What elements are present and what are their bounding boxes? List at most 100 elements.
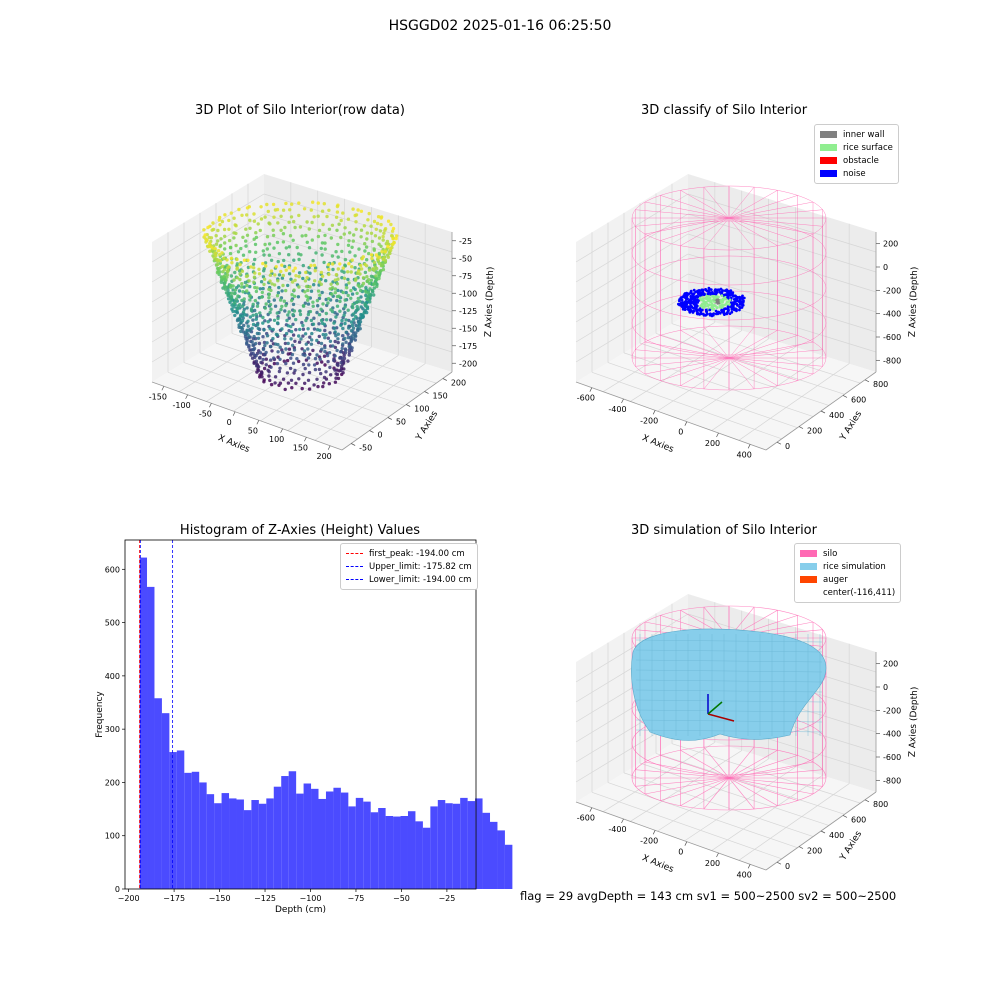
histogram-bar — [333, 787, 341, 889]
scatter-point — [320, 241, 325, 245]
scatter-point — [229, 283, 233, 288]
scatter-point — [253, 308, 257, 313]
classified-point — [714, 312, 718, 316]
scatter-point — [287, 253, 291, 257]
scatter-point — [388, 246, 392, 251]
scatter-point — [331, 280, 335, 284]
silo-wireframe-spoke — [703, 777, 730, 810]
legend-label: noise — [843, 168, 866, 179]
scatter-point — [312, 363, 317, 367]
classified-point — [704, 313, 708, 317]
histogram-bar — [281, 776, 289, 889]
scatter-point — [320, 209, 325, 213]
scatter-point — [292, 288, 296, 292]
scatter-point — [246, 324, 250, 328]
classified-point — [728, 298, 732, 302]
gridline — [602, 321, 716, 393]
scatter-point — [346, 270, 350, 274]
classified-point — [731, 292, 734, 296]
scatter-point — [284, 288, 288, 293]
scatter-point — [236, 317, 240, 321]
classified-point — [711, 306, 714, 309]
z-tick-label: -200 — [883, 286, 901, 295]
rice-simulation-surface — [631, 628, 827, 741]
y-tick — [842, 395, 848, 398]
scatter-point — [359, 295, 363, 299]
classified-point — [738, 305, 741, 309]
scatter-point — [252, 219, 257, 223]
scatter-point — [292, 371, 296, 375]
scatter-point — [350, 265, 354, 269]
y-tick-label: 400 — [829, 831, 844, 840]
scatter-point — [334, 376, 338, 380]
scatter-point — [250, 326, 254, 330]
scatter-point — [273, 304, 278, 308]
scatter-point — [271, 228, 275, 232]
scatter-point — [310, 238, 314, 242]
x-tick — [621, 398, 624, 404]
histogram-bar — [400, 816, 408, 889]
scatter-point — [211, 227, 216, 232]
y-tick-label: 200 — [451, 379, 466, 388]
scatter-point — [306, 327, 310, 331]
scatter-point — [297, 285, 301, 289]
scatter-point — [310, 331, 314, 336]
scatter-point — [363, 302, 367, 306]
silo-wireframe-spoke — [644, 777, 730, 795]
z-tick-label: -400 — [883, 310, 901, 319]
scatter-point — [259, 205, 263, 209]
scatter-point — [216, 249, 221, 253]
scatter-point — [298, 327, 302, 332]
scatter-point — [284, 268, 288, 272]
z-tick-label: -25 — [459, 237, 472, 246]
scatter-point — [208, 244, 212, 248]
silo-wireframe-spoke — [728, 217, 798, 241]
x-tick-label: 150 — [293, 443, 308, 452]
scatter-point — [236, 294, 240, 298]
scatter-point — [272, 298, 276, 302]
scatter-point — [327, 351, 332, 355]
scatter-point — [241, 235, 245, 239]
scatter-point — [239, 329, 243, 334]
scatter-point — [383, 250, 387, 254]
scatter-point — [312, 383, 316, 387]
scatter-point — [227, 238, 232, 243]
scatter-point — [344, 318, 348, 322]
scatter-point — [281, 377, 286, 381]
x-tick-label: 0 — [227, 418, 232, 427]
scatter-point — [350, 334, 354, 338]
x-tick-label: 100 — [269, 435, 284, 444]
scatter-point — [237, 323, 241, 327]
scatter-point — [268, 302, 273, 307]
scatter-point — [269, 258, 274, 262]
scatter-point — [295, 357, 299, 361]
scatter-point — [234, 243, 238, 248]
classified-point — [728, 303, 731, 306]
silo-wireframe-spoke — [644, 201, 730, 219]
scatter-point — [286, 341, 290, 346]
histogram-bar — [415, 821, 423, 889]
scatter-point — [248, 298, 252, 302]
scatter-point — [345, 286, 349, 290]
panel2-title: 3D classify of Silo Interior — [640, 103, 808, 118]
scatter-point — [335, 282, 340, 286]
scatter-point — [341, 326, 345, 331]
scatter-point — [319, 277, 323, 281]
scatter-point — [356, 327, 360, 332]
scatter-point — [290, 352, 295, 357]
scatter-point — [235, 257, 239, 262]
x-tick-label: 0 — [678, 848, 683, 857]
scatter-point — [370, 256, 374, 261]
classified-point — [705, 289, 709, 293]
scatter-point — [322, 375, 327, 380]
scatter-point — [364, 245, 369, 249]
scatter-point — [323, 349, 327, 354]
panel2-legend: inner wall rice surface obstacle noise — [814, 124, 899, 184]
scatter-point — [324, 279, 328, 283]
scatter-point — [256, 222, 260, 226]
scatter-point — [333, 287, 338, 291]
scatter-point — [251, 343, 255, 347]
scatter-point — [218, 215, 222, 220]
scatter-point — [301, 372, 305, 377]
legend-label: center(-116,411) — [823, 587, 896, 598]
